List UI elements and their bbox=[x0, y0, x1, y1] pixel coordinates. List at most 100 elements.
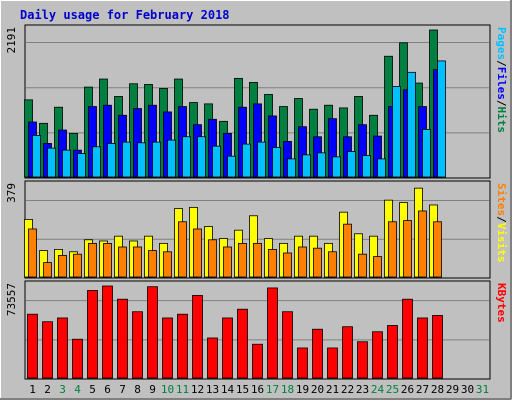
bar-sites-day-8 bbox=[133, 246, 142, 278]
x-tick-label-day-12: 12 bbox=[191, 383, 204, 396]
panel-frame-kbytes bbox=[24, 280, 491, 380]
x-tick-label-day-3: 3 bbox=[59, 383, 66, 396]
bar-sites-day-19 bbox=[298, 246, 307, 278]
series-axis-label-hits: Pages/Files/Hits bbox=[495, 27, 508, 133]
bar-pages-day-2 bbox=[47, 147, 56, 178]
x-tick-label-day-27: 27 bbox=[416, 383, 429, 396]
bar-sites-day-27 bbox=[418, 210, 427, 278]
x-tick-label-day-15: 15 bbox=[236, 383, 249, 396]
bar-pages-day-26 bbox=[407, 71, 416, 178]
bar-pages-day-23 bbox=[362, 155, 371, 178]
bar-kbytes-day-11 bbox=[177, 313, 188, 379]
bar-pages-day-1 bbox=[32, 135, 41, 178]
bar-pages-day-8 bbox=[137, 142, 146, 178]
axis-label-part: Sites bbox=[495, 183, 508, 216]
x-tick-label-day-14: 14 bbox=[221, 383, 235, 396]
series-axis-label-visits: Sites/Visits bbox=[495, 183, 508, 263]
panel-kbytes: 73557 KBytes bbox=[5, 280, 508, 380]
x-tick-label-day-5: 5 bbox=[89, 383, 96, 396]
bar-kbytes-day-14 bbox=[222, 317, 233, 379]
y-max-label-kbytes: 73557 bbox=[5, 283, 18, 316]
bar-kbytes-day-8 bbox=[132, 311, 143, 379]
x-tick-label-day-18: 18 bbox=[281, 383, 294, 396]
bar-kbytes-day-17 bbox=[267, 287, 278, 379]
x-tick-label-day-23: 23 bbox=[356, 383, 369, 396]
axis-label-part: / bbox=[495, 60, 508, 67]
x-tick-label-day-11: 11 bbox=[176, 383, 189, 396]
bar-sites-day-24 bbox=[373, 256, 382, 278]
bar-sites-day-10 bbox=[163, 251, 172, 278]
x-tick-label-day-31: 31 bbox=[476, 383, 489, 396]
x-tick-label-day-17: 17 bbox=[266, 383, 279, 396]
bar-sites-day-26 bbox=[403, 220, 412, 278]
x-tick-label-day-9: 9 bbox=[149, 383, 156, 396]
bar-kbytes-day-6 bbox=[102, 285, 113, 379]
bar-kbytes-day-26 bbox=[402, 298, 413, 379]
x-tick-label-day-19: 19 bbox=[296, 383, 309, 396]
axis-label-part: Visits bbox=[495, 223, 508, 263]
x-tick-label-day-8: 8 bbox=[134, 383, 141, 396]
bar-kbytes-day-15 bbox=[237, 308, 248, 379]
bar-sites-day-13 bbox=[208, 239, 217, 278]
x-axis-labels: 1 2 3 4 5 6 7 8 9 10 11 12 13 14 15 16 17 18 19 20 21 22 23 24 2… bbox=[29, 383, 489, 396]
axis-label-part: Hits bbox=[495, 107, 508, 134]
bar-pages-day-16 bbox=[257, 141, 266, 178]
bar-sites-day-16 bbox=[253, 242, 262, 278]
axis-label-part: KBytes bbox=[495, 283, 508, 323]
bar-sites-day-2 bbox=[43, 262, 52, 278]
bar-kbytes-day-12 bbox=[192, 295, 203, 379]
bar-kbytes-day-10 bbox=[162, 317, 173, 379]
x-tick-label-day-16: 16 bbox=[251, 383, 264, 396]
bar-kbytes-day-2 bbox=[42, 321, 53, 379]
bar-kbytes-day-1 bbox=[27, 313, 38, 379]
bar-kbytes-day-5 bbox=[87, 290, 98, 379]
bar-sites-day-15 bbox=[238, 242, 247, 278]
x-tick-label-day-4: 4 bbox=[74, 383, 81, 396]
bar-kbytes-day-3 bbox=[57, 317, 68, 379]
bar-kbytes-day-24 bbox=[372, 331, 383, 379]
x-tick-label-day-13: 13 bbox=[206, 383, 219, 396]
x-tick-label-day-28: 28 bbox=[431, 383, 444, 396]
bar-sites-day-21 bbox=[328, 251, 337, 278]
bar-sites-day-14 bbox=[223, 246, 232, 278]
bar-kbytes-day-20 bbox=[312, 328, 323, 379]
bar-pages-day-4 bbox=[77, 153, 86, 178]
bar-sites-day-5 bbox=[88, 242, 97, 278]
bar-kbytes-day-7 bbox=[117, 298, 128, 379]
bar-sites-day-12 bbox=[193, 228, 202, 278]
x-tick-label-day-21: 21 bbox=[326, 383, 339, 396]
bar-kbytes-day-19 bbox=[297, 347, 308, 379]
series-sites bbox=[28, 210, 442, 278]
panel-hits: 2191 Pages/Files/Hits bbox=[5, 24, 508, 179]
bar-pages-day-28 bbox=[437, 60, 446, 178]
bar-kbytes-day-4 bbox=[72, 338, 83, 379]
bar-pages-day-22 bbox=[347, 151, 356, 178]
bar-pages-day-18 bbox=[287, 158, 296, 178]
axis-label-part: / bbox=[495, 216, 508, 223]
bar-pages-day-17 bbox=[272, 147, 281, 178]
bar-pages-day-24 bbox=[377, 158, 386, 178]
bar-pages-day-14 bbox=[227, 155, 236, 178]
bar-sites-day-23 bbox=[358, 253, 367, 278]
x-tick-label-day-2: 2 bbox=[44, 383, 51, 396]
bar-sites-day-1 bbox=[28, 228, 37, 278]
bar-pages-day-9 bbox=[152, 141, 161, 178]
y-max-label-visits: 379 bbox=[5, 183, 18, 203]
bar-kbytes-day-25 bbox=[387, 325, 398, 379]
bar-pages-day-19 bbox=[302, 154, 311, 178]
bar-kbytes-day-28 bbox=[432, 315, 443, 379]
bar-kbytes-day-13 bbox=[207, 337, 218, 379]
x-tick-label-day-22: 22 bbox=[341, 383, 354, 396]
series-kbytes bbox=[27, 285, 443, 379]
y-max-label-hits: 2191 bbox=[5, 27, 18, 54]
bar-pages-day-15 bbox=[242, 143, 251, 178]
bar-kbytes-day-23 bbox=[357, 341, 368, 379]
bar-sites-day-22 bbox=[343, 223, 352, 278]
x-tick-label-day-26: 26 bbox=[401, 383, 414, 396]
bar-kbytes-day-22 bbox=[342, 326, 353, 379]
bar-sites-day-25 bbox=[388, 221, 397, 278]
chart-title: Daily usage for February 2018 bbox=[20, 8, 230, 22]
